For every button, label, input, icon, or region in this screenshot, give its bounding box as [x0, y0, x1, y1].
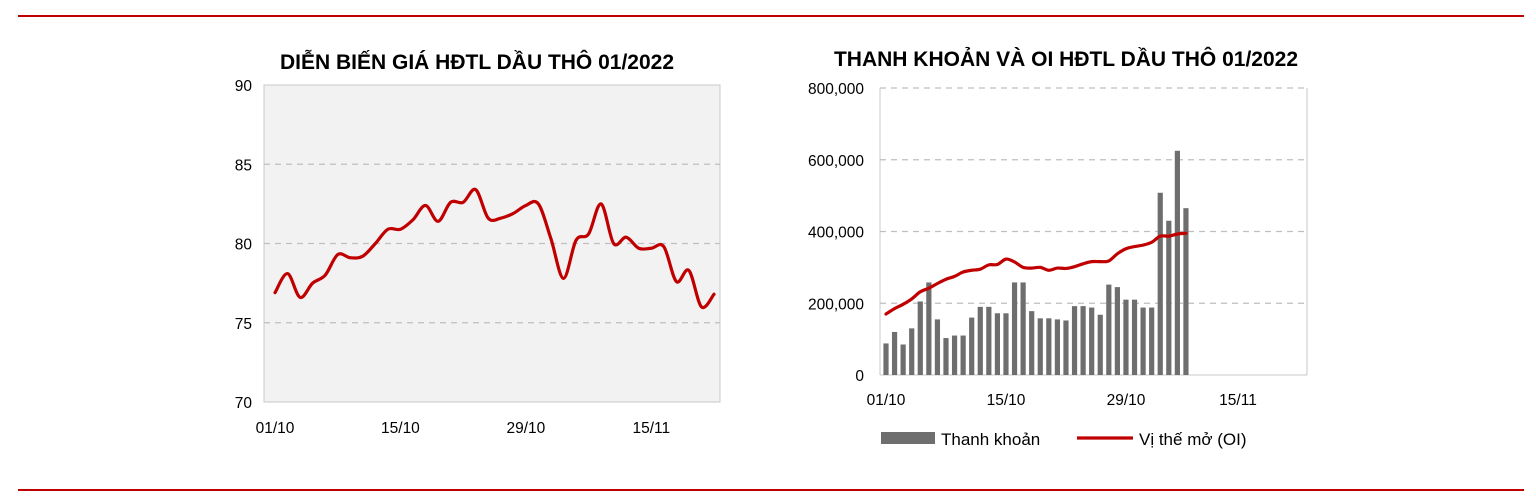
- liquidity-y-tick-label: 800,000: [808, 81, 864, 98]
- liquidity-y-tick-label: 400,000: [808, 225, 864, 242]
- liquidity-y-axis: 800,000 600,000 400,000 200,000 0: [808, 81, 864, 385]
- liquidity-chart-title: THANH KHOẢN VÀ OI HĐTL DẦU THÔ 01/2022: [834, 47, 1298, 71]
- liquidity-bar: [1071, 306, 1078, 375]
- price-x-axis: 01/10 15/10 29/10 15/11: [256, 420, 671, 437]
- liquidity-bar: [1166, 220, 1172, 375]
- liquidity-x-tick-label: 29/10: [1107, 392, 1146, 409]
- liquidity-gridlines: [880, 87, 1307, 304]
- liquidity-bar: [900, 344, 906, 375]
- price-y-tick-label: 80: [235, 237, 253, 254]
- liquidity-bar: [1097, 314, 1103, 375]
- price-chart: DIỄN BIẾN GIÁ HĐTL DẦU THÔ 01/2022 90 85 8…: [235, 50, 721, 437]
- liquidity-bar: [1037, 318, 1043, 375]
- bottom-rule: [18, 489, 1524, 491]
- liquidity-bar: [994, 313, 1001, 375]
- legend-swatch-liquidity: [881, 432, 935, 444]
- price-y-tick-label: 85: [235, 157, 252, 174]
- liquidity-bar: [960, 335, 966, 375]
- price-chart-title: DIỄN BIẾN GIÁ HĐTL DẦU THÔ 01/2022: [280, 50, 674, 74]
- price-y-tick-label: 75: [235, 316, 252, 333]
- liquidity-x-tick-label: 15/10: [987, 392, 1026, 409]
- liquidity-bar: [1003, 313, 1009, 375]
- liquidity-bar: [909, 328, 915, 375]
- liquidity-bar: [1020, 282, 1026, 375]
- liquidity-y-tick-label: 600,000: [808, 153, 864, 170]
- liquidity-bar: [1106, 284, 1112, 375]
- liquidity-bar: [969, 317, 975, 375]
- liquidity-oi-chart: THANH KHOẢN VÀ OI HĐTL DẦU THÔ 01/2022 8…: [808, 47, 1308, 449]
- liquidity-bar: [1157, 192, 1163, 375]
- liquidity-bar: [1114, 287, 1120, 375]
- price-gridlines: [264, 163, 720, 324]
- price-y-tick-label: 90: [235, 78, 253, 95]
- liquidity-bar: [1183, 208, 1189, 375]
- legend-label-oi: Vị thế mở (OI): [1139, 430, 1247, 449]
- oi-series-line: [884, 231, 1188, 316]
- liquidity-bar: [1054, 319, 1060, 375]
- liquidity-bars: [883, 150, 1189, 375]
- top-rule: [18, 15, 1524, 17]
- price-x-tick-label: 15/10: [381, 420, 420, 437]
- price-series-line: [273, 187, 716, 310]
- liquidity-bar: [917, 301, 923, 375]
- price-y-tick-label: 70: [235, 395, 253, 412]
- price-x-tick-label: 29/10: [506, 420, 545, 437]
- liquidity-legend: Thanh khoản Vị thế mở (OI): [881, 430, 1247, 449]
- price-y-axis: 90 85 80 75 70: [235, 78, 253, 412]
- liquidity-bar: [1131, 299, 1138, 375]
- liquidity-bar: [1140, 307, 1146, 375]
- liquidity-y-tick-label: 200,000: [808, 296, 864, 313]
- liquidity-bar: [1046, 318, 1052, 375]
- liquidity-bar: [934, 319, 941, 375]
- liquidity-bar: [891, 331, 898, 375]
- liquidity-x-axis: 01/10 15/10 29/10 15/11: [867, 392, 1257, 409]
- liquidity-bar: [943, 338, 949, 375]
- price-x-tick-label: 01/10: [256, 420, 295, 437]
- liquidity-bar: [1123, 299, 1129, 375]
- liquidity-bar: [1080, 306, 1086, 375]
- liquidity-bar: [1063, 320, 1069, 375]
- liquidity-x-tick-label: 15/11: [1219, 392, 1257, 409]
- liquidity-bar: [1174, 150, 1180, 375]
- liquidity-bar: [883, 343, 889, 375]
- liquidity-bar: [1149, 307, 1155, 375]
- liquidity-bar: [951, 335, 958, 375]
- legend-label-liquidity: Thanh khoản: [941, 430, 1040, 449]
- liquidity-bar: [977, 306, 983, 375]
- liquidity-bar: [1011, 282, 1018, 375]
- liquidity-x-tick-label: 01/10: [867, 392, 906, 409]
- liquidity-y-tick-label: 0: [855, 368, 864, 385]
- liquidity-bar: [926, 282, 932, 375]
- liquidity-bar: [986, 306, 992, 375]
- price-x-tick-label: 15/11: [632, 420, 670, 437]
- liquidity-bar: [1089, 307, 1095, 375]
- liquidity-bar: [1029, 311, 1035, 375]
